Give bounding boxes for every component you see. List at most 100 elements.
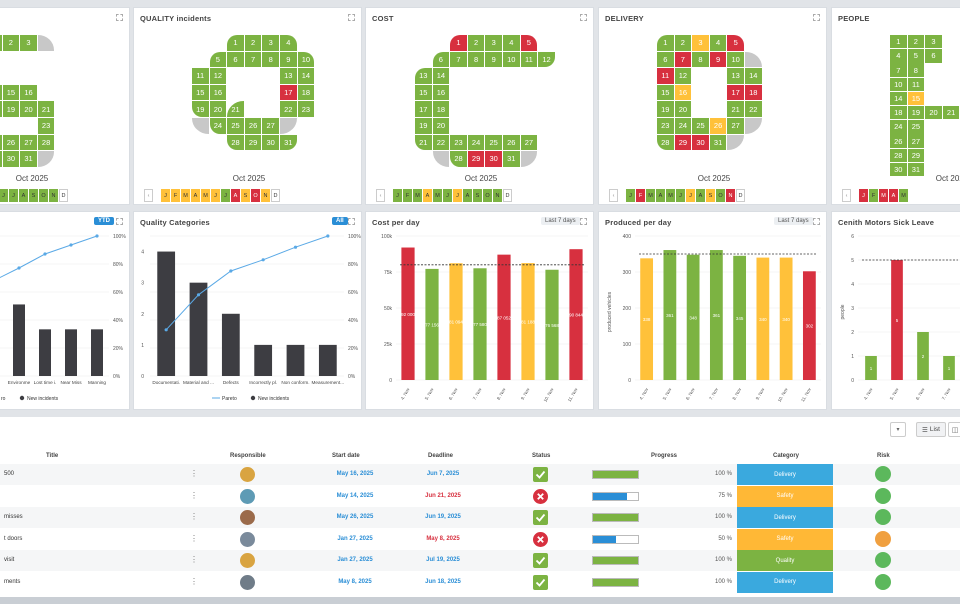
calendar-day[interactable]: 26	[709, 118, 727, 134]
calendar-day[interactable]: 19	[657, 101, 674, 117]
last-7-days-button[interactable]: Last 7 days	[541, 217, 580, 225]
month-chip[interactable]: F	[171, 189, 180, 202]
expand-icon[interactable]	[813, 218, 820, 225]
month-chip[interactable]: S	[473, 189, 482, 202]
calendar-day[interactable]: 27	[727, 118, 744, 134]
calendar-day[interactable]: 5	[209, 51, 227, 68]
status-indicator[interactable]	[533, 510, 548, 525]
calendar-day[interactable]: 10	[297, 51, 315, 68]
calendar-day[interactable]: 1	[0, 35, 2, 51]
calendar-day[interactable]: 14	[297, 68, 315, 84]
calendar-day[interactable]: 8	[467, 51, 485, 68]
calendar-day[interactable]: 15	[657, 84, 674, 101]
calendar-day[interactable]: 25	[907, 120, 925, 134]
more-options-icon[interactable]: ⋮	[190, 512, 198, 521]
calendar-day[interactable]: 2	[674, 35, 692, 51]
calendar-day[interactable]: 28	[227, 134, 244, 151]
status-indicator[interactable]	[533, 467, 548, 482]
calendar-day[interactable]: 18	[297, 84, 315, 101]
calendar-day[interactable]: 27	[262, 118, 279, 134]
calendar-day[interactable]: 24	[674, 118, 692, 134]
calendar-day[interactable]: 21	[415, 134, 432, 151]
all-button[interactable]: All	[332, 217, 348, 225]
col-status[interactable]: Status	[532, 453, 551, 459]
calendar-day[interactable]: 11	[520, 51, 538, 68]
calendar-day[interactable]: 17	[727, 84, 744, 101]
calendar-day[interactable]: 20	[432, 118, 450, 134]
calendar-day[interactable]: 7	[244, 51, 262, 68]
status-indicator[interactable]	[533, 488, 548, 504]
calendar-day[interactable]: 8	[907, 63, 925, 77]
month-chip[interactable]: M	[201, 189, 210, 202]
prev-year-button[interactable]: ‹	[842, 189, 851, 202]
calendar-day[interactable]: 2	[244, 35, 262, 51]
expand-icon[interactable]	[813, 14, 820, 21]
calendar-day[interactable]: 18	[890, 106, 907, 120]
calendar-day[interactable]: 22	[745, 101, 762, 117]
month-chip[interactable]: N	[261, 189, 270, 202]
calendar-day[interactable]: 4	[503, 35, 520, 51]
calendar-day[interactable]: 24	[467, 134, 485, 151]
calendar-day[interactable]: 17	[415, 101, 432, 117]
expand-icon[interactable]	[580, 14, 587, 21]
month-chip[interactable]: J	[161, 189, 170, 202]
expand-icon[interactable]	[116, 14, 123, 21]
calendar-day[interactable]: 29	[0, 151, 2, 167]
month-chip[interactable]: M	[879, 189, 888, 202]
calendar-day[interactable]: 7	[890, 63, 907, 77]
calendar-day[interactable]: 9	[709, 51, 727, 68]
calendar-day[interactable]: 12	[674, 68, 692, 84]
calendar-day[interactable]: 28	[657, 134, 674, 151]
month-chip[interactable]: D	[271, 189, 280, 202]
board-view-button[interactable]: ◫	[948, 422, 960, 437]
calendar-day[interactable]: 4	[890, 49, 907, 63]
calendar-day[interactable]: 18	[745, 84, 762, 101]
calendar-day[interactable]: 4	[709, 35, 727, 51]
month-chip[interactable]: J	[9, 189, 18, 202]
col-risk[interactable]: Risk	[877, 453, 890, 459]
calendar-day[interactable]: 10	[503, 51, 520, 68]
more-options-icon[interactable]: ⋮	[190, 576, 198, 586]
month-selector[interactable]: ‹ J F M A M J J A S O N D	[376, 189, 513, 202]
calendar-day[interactable]: 29	[467, 151, 485, 167]
calendar-day[interactable]: 8	[692, 51, 709, 68]
calendar-day[interactable]: 19	[2, 101, 20, 117]
more-options-icon[interactable]: ⋮	[190, 555, 198, 564]
month-chip[interactable]: O	[483, 189, 492, 202]
calendar-day[interactable]: 14	[890, 91, 907, 106]
calendar-day[interactable]: 15	[192, 84, 209, 101]
more-options-icon[interactable]: ⋮	[190, 469, 198, 478]
expand-icon[interactable]	[348, 14, 355, 21]
calendar-day[interactable]: 3	[692, 35, 709, 51]
calendar-day[interactable]: 11	[657, 68, 674, 84]
add-button[interactable]: ▾	[890, 422, 906, 437]
month-selector[interactable]: ‹ J F M A M J J A S O N D	[609, 189, 746, 202]
calendar-day[interactable]: 26	[503, 134, 520, 151]
month-chip[interactable]: J	[453, 189, 462, 202]
month-chip[interactable]: M	[413, 189, 422, 202]
calendar-day[interactable]: 5	[907, 49, 925, 63]
month-chip[interactable]: J	[626, 189, 635, 202]
month-chip[interactable]: S	[706, 189, 715, 202]
calendar-day[interactable]: 6	[432, 51, 450, 68]
calendar-day[interactable]: 9	[485, 51, 502, 68]
table-row[interactable]: t doors ⋮ Jan 27, 2025 May 8, 2025 50 % …	[0, 528, 960, 550]
row-title[interactable]: misses	[4, 514, 23, 520]
month-chip[interactable]: F	[403, 189, 412, 202]
calendar-day[interactable]: 21	[227, 101, 244, 117]
calendar-day[interactable]: 26	[244, 118, 262, 134]
month-chip[interactable]: N	[493, 189, 502, 202]
calendar-day[interactable]: 10	[890, 77, 907, 91]
month-chip[interactable]: M	[433, 189, 442, 202]
row-title[interactable]: visit	[4, 557, 15, 563]
calendar-day[interactable]: 29	[907, 148, 925, 162]
calendar-day[interactable]: 10	[727, 51, 744, 68]
calendar-day[interactable]: 1	[450, 35, 467, 51]
status-indicator[interactable]	[533, 574, 548, 590]
calendar-day[interactable]: 30	[692, 134, 709, 151]
calendar-day[interactable]: 3	[20, 35, 37, 51]
calendar-day[interactable]: 6	[925, 49, 942, 63]
ytd-button[interactable]: YTD	[94, 217, 114, 225]
list-view-button[interactable]: ☰ List	[916, 422, 946, 437]
month-selector[interactable]: ‹ J F M A M	[842, 189, 909, 202]
